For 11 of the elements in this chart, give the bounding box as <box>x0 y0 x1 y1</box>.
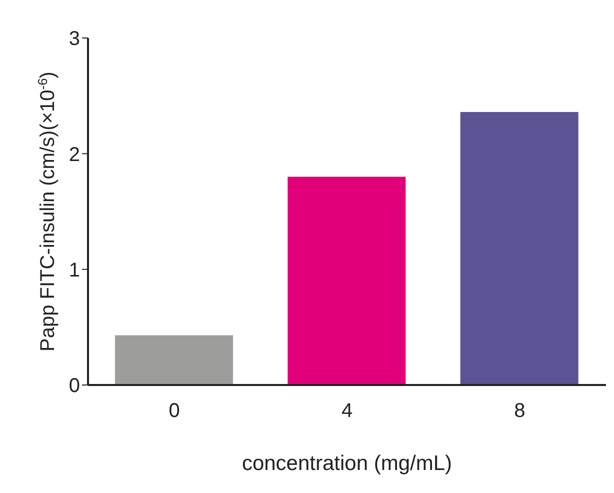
bar <box>460 112 578 385</box>
y-tick-label: 2 <box>68 144 80 166</box>
x-tick-label: 8 <box>514 400 526 422</box>
bar <box>288 176 406 385</box>
bar <box>115 335 233 385</box>
x-tick-label: 4 <box>341 400 353 422</box>
y-tick-label: 0 <box>68 375 80 398</box>
y-tick-label: 3 <box>68 28 80 50</box>
y-tick-label: 1 <box>68 259 80 282</box>
x-tick-label: 0 <box>168 400 180 422</box>
x-axis-title: concentration (mg/mL) <box>242 452 452 475</box>
